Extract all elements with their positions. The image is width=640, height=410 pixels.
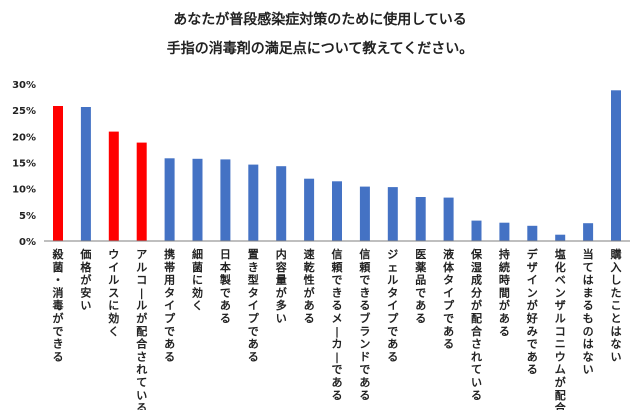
bar	[471, 220, 482, 241]
category-label: 信頼できるブランドである	[358, 247, 371, 402]
y-tick-label: 25%	[12, 106, 36, 117]
bar	[136, 142, 147, 241]
bar	[220, 159, 231, 241]
category-label: 医薬品である	[415, 248, 427, 325]
category-label: 塩化ベンザルコニウムが配合	[555, 247, 567, 410]
category-label: 購入したことはない	[610, 247, 622, 363]
category-label: 細菌に効く	[192, 247, 203, 312]
category-label: 日本製である	[219, 248, 232, 325]
bar	[108, 131, 119, 241]
category-labels: 殺菌・消毒ができる 価格が安い ウイルスに効く アルコ|ルが配合されている 携帯用タイプ…	[52, 247, 622, 410]
bar	[164, 158, 175, 241]
category-label: ジェルタイプである	[387, 248, 399, 363]
category-label: 内容量が多い	[275, 247, 287, 325]
y-tick-label: 20%	[12, 132, 36, 143]
y-tick-label: 5%	[19, 211, 36, 222]
category-label: 当てはまるものはない	[583, 247, 594, 376]
bars	[53, 90, 621, 241]
bar	[276, 166, 287, 241]
category-label: 殺菌・消毒ができる	[52, 247, 65, 363]
bar	[527, 225, 538, 241]
bar	[583, 223, 594, 241]
category-label: 速乾性がある	[304, 247, 315, 325]
category-label: 液体タイプである	[443, 247, 455, 351]
bar	[555, 234, 566, 241]
y-tick-label: 0%	[19, 237, 36, 248]
category-label: 価格が安い	[79, 247, 92, 312]
category-label: アルコ|ルが配合されている	[136, 248, 148, 410]
y-tick-label: 15%	[12, 159, 36, 170]
category-label: 信頼できるメ|カ|である	[331, 247, 344, 402]
bar	[443, 197, 454, 241]
bar	[248, 164, 259, 241]
chart-title-line-2: 手指の消毒剤の満足点について教えてください。	[166, 41, 474, 57]
bar	[499, 222, 510, 241]
bar	[304, 178, 315, 241]
category-label: ウイルスに効く	[108, 248, 119, 338]
y-tick-label: 10%	[12, 185, 36, 196]
y-axis-ticks: 0% 5% 10% 15% 20% 25% 30%	[12, 80, 36, 248]
bar	[611, 90, 621, 241]
category-label: 持続時間がある	[499, 247, 510, 338]
bar	[387, 187, 398, 241]
bar	[415, 197, 426, 241]
bar	[53, 106, 63, 241]
bar	[192, 158, 203, 241]
category-label: 保湿成分が配合されている	[470, 247, 483, 402]
chart-title-line-1: あなたが普段感染症対策のために使用している	[173, 12, 467, 28]
bar	[359, 186, 370, 241]
category-label: デザインが好みである	[526, 247, 539, 376]
bar	[332, 181, 342, 241]
bar	[80, 107, 91, 241]
category-label: 置き型タイプである	[248, 248, 260, 363]
category-label: 携帯用タイプである	[164, 247, 176, 363]
y-tick-label: 30%	[12, 80, 36, 91]
